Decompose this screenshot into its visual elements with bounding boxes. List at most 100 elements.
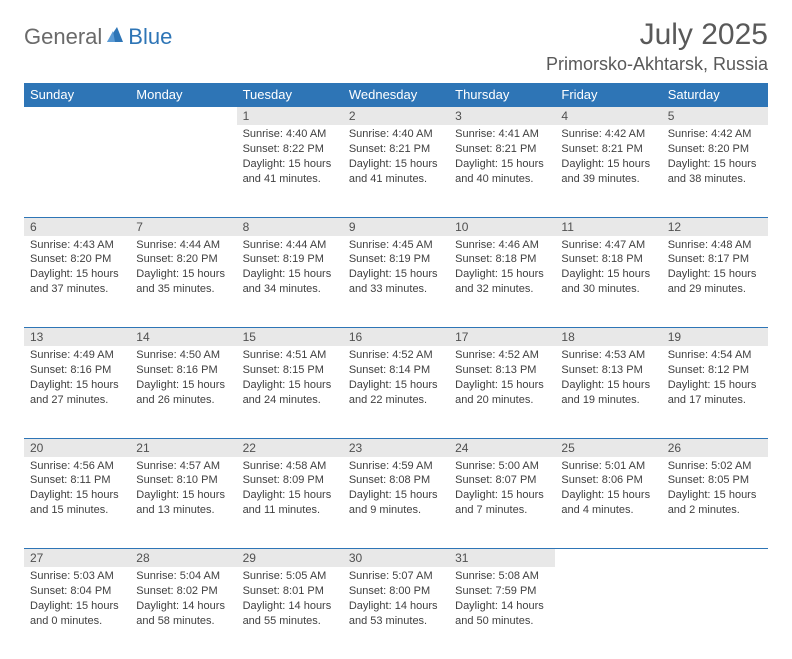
day-number-cell: 3: [449, 107, 555, 126]
sunset-line: Sunset: 8:21 PM: [455, 142, 549, 157]
sunset-line: Sunset: 8:16 PM: [136, 363, 230, 378]
sunset-line: Sunset: 8:20 PM: [668, 142, 762, 157]
day-number: 21: [136, 441, 149, 455]
day-content-cell: Sunrise: 4:41 AMSunset: 8:21 PMDaylight:…: [449, 125, 555, 217]
daylight-line: Daylight: 15 hours and 32 minutes.: [455, 267, 549, 297]
sunrise-line: Sunrise: 4:59 AM: [349, 459, 443, 474]
daylight-line: Daylight: 15 hours and 22 minutes.: [349, 378, 443, 408]
daylight-line: Daylight: 15 hours and 20 minutes.: [455, 378, 549, 408]
day-number: 2: [349, 109, 356, 123]
day-number-cell: 21: [130, 438, 236, 457]
day-number-cell: [662, 549, 768, 568]
day-number-row: 12345: [24, 107, 768, 126]
day-number-row: 2728293031: [24, 549, 768, 568]
day-number-cell: 19: [662, 328, 768, 347]
day-content-cell: Sunrise: 4:47 AMSunset: 8:18 PMDaylight:…: [555, 236, 661, 328]
sunrise-line: Sunrise: 4:41 AM: [455, 127, 549, 142]
day-number-cell: 5: [662, 107, 768, 126]
day-number: 31: [455, 551, 468, 565]
daylight-line: Daylight: 15 hours and 15 minutes.: [30, 488, 124, 518]
sunset-line: Sunset: 8:21 PM: [349, 142, 443, 157]
header: General Blue July 2025 Primorsko-Akhtars…: [24, 18, 768, 75]
daylight-line: Daylight: 15 hours and 24 minutes.: [243, 378, 337, 408]
day-number: 22: [243, 441, 256, 455]
weekday-header: Friday: [555, 83, 661, 107]
day-content-cell: Sunrise: 4:46 AMSunset: 8:18 PMDaylight:…: [449, 236, 555, 328]
day-number-cell: 18: [555, 328, 661, 347]
day-content-cell: Sunrise: 4:51 AMSunset: 8:15 PMDaylight:…: [237, 346, 343, 438]
sunrise-line: Sunrise: 4:45 AM: [349, 238, 443, 253]
sunset-line: Sunset: 8:22 PM: [243, 142, 337, 157]
day-number: 5: [668, 109, 675, 123]
day-number: 16: [349, 330, 362, 344]
day-number: 19: [668, 330, 681, 344]
day-number-cell: 4: [555, 107, 661, 126]
day-number-cell: 27: [24, 549, 130, 568]
logo: General Blue: [24, 24, 172, 50]
day-content-cell: Sunrise: 5:01 AMSunset: 8:06 PMDaylight:…: [555, 457, 661, 549]
sunset-line: Sunset: 8:00 PM: [349, 584, 443, 599]
sunrise-line: Sunrise: 4:44 AM: [136, 238, 230, 253]
day-number-cell: 25: [555, 438, 661, 457]
day-number-cell: 10: [449, 217, 555, 236]
sunset-line: Sunset: 8:20 PM: [30, 252, 124, 267]
day-number-cell: 11: [555, 217, 661, 236]
sunset-line: Sunset: 8:21 PM: [561, 142, 655, 157]
day-number: 7: [136, 220, 143, 234]
sunset-line: Sunset: 8:07 PM: [455, 473, 549, 488]
sunrise-line: Sunrise: 4:56 AM: [30, 459, 124, 474]
sunrise-line: Sunrise: 4:53 AM: [561, 348, 655, 363]
sunset-line: Sunset: 8:12 PM: [668, 363, 762, 378]
sunrise-line: Sunrise: 5:03 AM: [30, 569, 124, 584]
day-content-cell: [662, 567, 768, 659]
sunset-line: Sunset: 8:18 PM: [561, 252, 655, 267]
day-content-row: Sunrise: 4:56 AMSunset: 8:11 PMDaylight:…: [24, 457, 768, 549]
day-number-cell: 16: [343, 328, 449, 347]
daylight-line: Daylight: 15 hours and 9 minutes.: [349, 488, 443, 518]
day-number: 20: [30, 441, 43, 455]
day-number-cell: 28: [130, 549, 236, 568]
day-content-cell: Sunrise: 4:58 AMSunset: 8:09 PMDaylight:…: [237, 457, 343, 549]
daylight-line: Daylight: 15 hours and 19 minutes.: [561, 378, 655, 408]
day-content-row: Sunrise: 4:49 AMSunset: 8:16 PMDaylight:…: [24, 346, 768, 438]
day-content-cell: Sunrise: 4:52 AMSunset: 8:14 PMDaylight:…: [343, 346, 449, 438]
day-number-cell: 15: [237, 328, 343, 347]
day-content-cell: Sunrise: 4:57 AMSunset: 8:10 PMDaylight:…: [130, 457, 236, 549]
page-title: July 2025: [546, 18, 768, 52]
sunset-line: Sunset: 8:01 PM: [243, 584, 337, 599]
sunset-line: Sunset: 8:14 PM: [349, 363, 443, 378]
day-number-cell: [24, 107, 130, 126]
weekday-header: Wednesday: [343, 83, 449, 107]
daylight-line: Daylight: 15 hours and 39 minutes.: [561, 157, 655, 187]
day-number-cell: 12: [662, 217, 768, 236]
day-content-cell: Sunrise: 5:07 AMSunset: 8:00 PMDaylight:…: [343, 567, 449, 659]
sunrise-line: Sunrise: 4:52 AM: [349, 348, 443, 363]
sunrise-line: Sunrise: 5:01 AM: [561, 459, 655, 474]
day-number: 12: [668, 220, 681, 234]
day-content-cell: Sunrise: 5:04 AMSunset: 8:02 PMDaylight:…: [130, 567, 236, 659]
day-number-cell: [555, 549, 661, 568]
sunrise-line: Sunrise: 5:00 AM: [455, 459, 549, 474]
day-content-cell: [130, 125, 236, 217]
day-content-row: Sunrise: 5:03 AMSunset: 8:04 PMDaylight:…: [24, 567, 768, 659]
sunset-line: Sunset: 8:04 PM: [30, 584, 124, 599]
sunrise-line: Sunrise: 4:58 AM: [243, 459, 337, 474]
day-number-row: 13141516171819: [24, 328, 768, 347]
day-number: 27: [30, 551, 43, 565]
day-content-cell: [24, 125, 130, 217]
day-number-cell: 23: [343, 438, 449, 457]
day-number-cell: 17: [449, 328, 555, 347]
location-label: Primorsko-Akhtarsk, Russia: [546, 54, 768, 75]
day-content-cell: Sunrise: 5:02 AMSunset: 8:05 PMDaylight:…: [662, 457, 768, 549]
day-number: 23: [349, 441, 362, 455]
sunrise-line: Sunrise: 4:43 AM: [30, 238, 124, 253]
daylight-line: Daylight: 15 hours and 30 minutes.: [561, 267, 655, 297]
day-number-row: 6789101112: [24, 217, 768, 236]
day-number: 3: [455, 109, 462, 123]
sunset-line: Sunset: 8:08 PM: [349, 473, 443, 488]
sunset-line: Sunset: 8:02 PM: [136, 584, 230, 599]
day-number-cell: 2: [343, 107, 449, 126]
day-content-cell: Sunrise: 4:40 AMSunset: 8:21 PMDaylight:…: [343, 125, 449, 217]
sunrise-line: Sunrise: 4:48 AM: [668, 238, 762, 253]
day-number-cell: 29: [237, 549, 343, 568]
